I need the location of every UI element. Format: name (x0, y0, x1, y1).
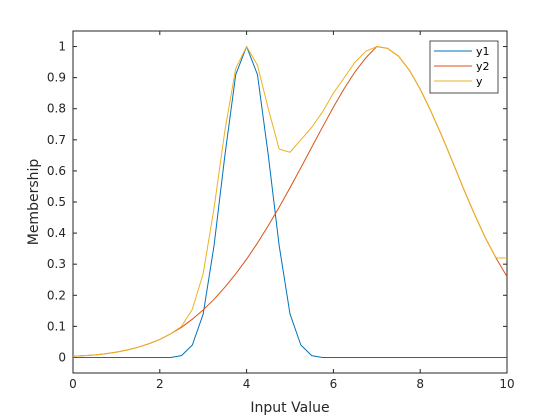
x-tick-label: 10 (499, 377, 514, 391)
x-tick-label: 0 (69, 377, 77, 391)
y-tick-label: 0.2 (47, 288, 66, 302)
legend-label-y2: y2 (476, 60, 490, 73)
y-tick-label: 0.7 (47, 133, 66, 147)
y-tick-label: 0.6 (47, 164, 66, 178)
x-tick-label: 4 (243, 377, 251, 391)
x-tick-label: 8 (416, 377, 424, 391)
x-tick-label: 6 (330, 377, 338, 391)
x-tick-label: 2 (156, 377, 164, 391)
x-axis-label: Input Value (250, 400, 329, 416)
series-lines (72, 46, 508, 358)
y-tick-label: 0.8 (47, 102, 66, 116)
y-axis-label: Membership (26, 159, 42, 246)
legend-box (429, 40, 499, 94)
series-line-y1 (73, 46, 507, 358)
y-tick-label: 0.9 (47, 71, 66, 85)
y-tick-label: 1 (58, 40, 66, 54)
legend-label-y: y (476, 75, 483, 88)
series-line-y (72, 46, 507, 357)
y-tick-label: 0.4 (47, 226, 66, 240)
y-tick-label: 0 (58, 350, 66, 364)
y-tick-label: 0.3 (47, 257, 66, 271)
legend-label-y1: y1 (476, 45, 490, 58)
y-tick-label: 0.5 (47, 195, 66, 209)
x-axis-ticks: 0 2 4 6 8 10 (69, 31, 515, 391)
y-tick-label: 0.1 (47, 319, 66, 333)
legend[interactable]: y1 y2 y (429, 40, 499, 94)
